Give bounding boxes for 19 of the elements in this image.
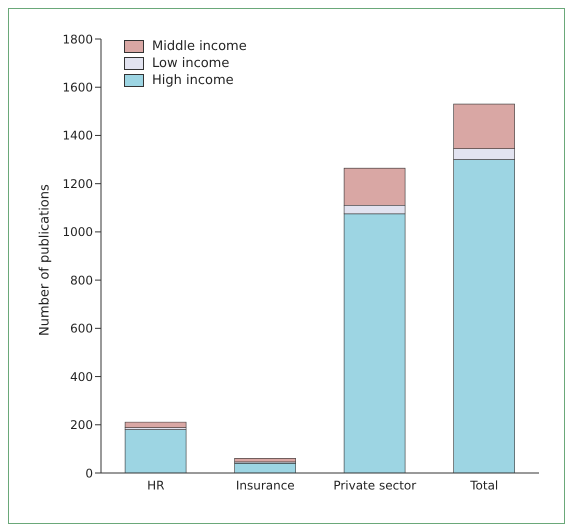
x-tick-label: HR [147, 478, 164, 493]
y-tick-label: 600 [70, 322, 93, 336]
bar [124, 422, 186, 428]
y-tick-label: 0 [85, 466, 93, 480]
legend-label: Middle income [152, 39, 247, 54]
y-tick-label: 200 [70, 418, 93, 432]
y-axis-title: Number of publications [38, 184, 53, 336]
y-tick-label: 1000 [62, 225, 93, 240]
x-tick-label: Insurance [236, 478, 295, 493]
y-tick-label: 1600 [62, 80, 93, 94]
y-tick-label: 1800 [62, 32, 93, 46]
x-tick-label: Private sector [333, 478, 416, 493]
x-tick-label: Total [469, 478, 498, 493]
y-tick-label: 1400 [62, 128, 93, 143]
y-tick-label: 1200 [62, 176, 93, 191]
legend-label: Low income [152, 56, 230, 71]
y-tick-label: 400 [70, 370, 93, 384]
legend-label: High income [152, 73, 234, 88]
y-tick-label: 800 [70, 273, 93, 288]
